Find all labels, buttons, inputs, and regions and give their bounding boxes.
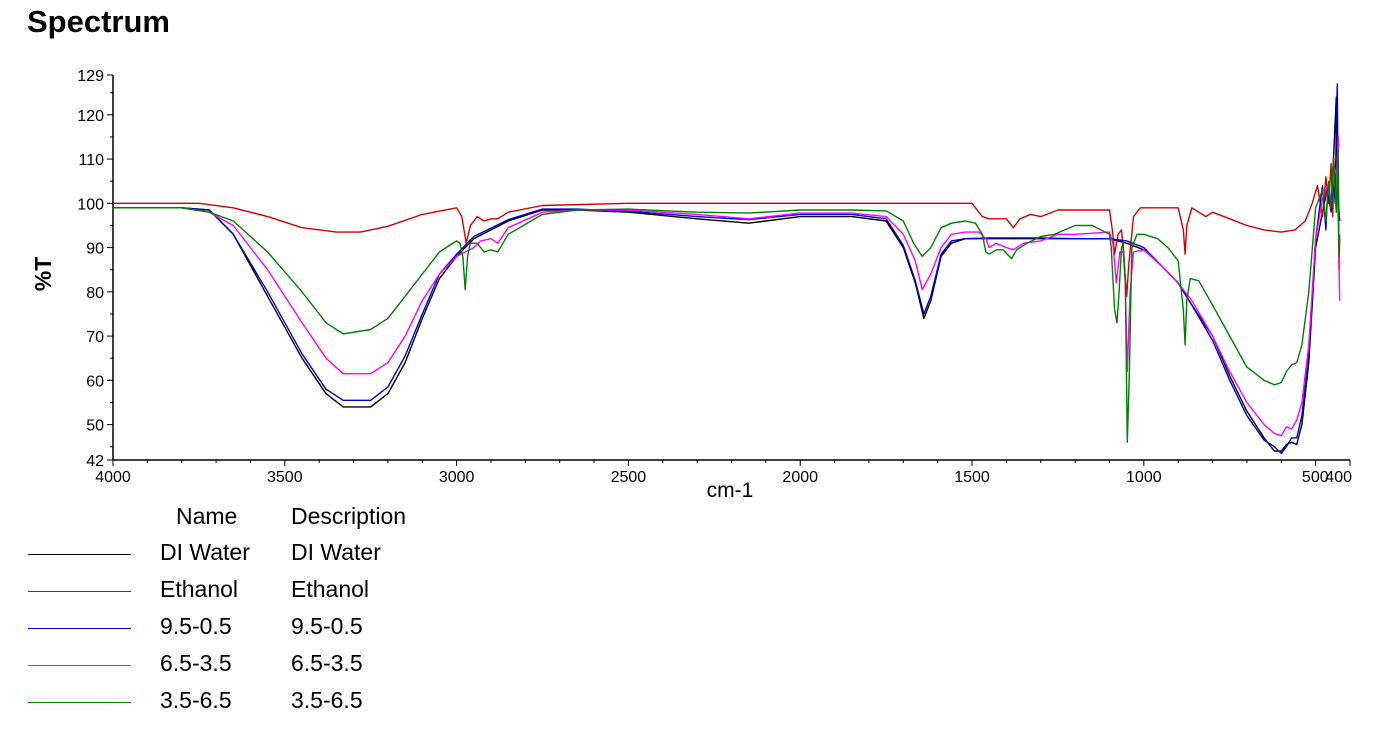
legend-item-description: 9.5-0.5 bbox=[291, 613, 363, 639]
legend-swatch bbox=[28, 628, 131, 629]
chart-axes: 42 50 60 70 80 90 100 110 120 129 4000 3500 3000 2500… bbox=[77, 68, 1352, 486]
legend-description-header: Description bbox=[291, 503, 407, 529]
y-tick-label: 90 bbox=[86, 241, 104, 258]
legend-item: Ethanol Ethanol bbox=[24, 573, 524, 609]
legend-item: 3.5-6.5 3.5-6.5 bbox=[24, 684, 524, 720]
legend-name-header: Name bbox=[176, 503, 238, 529]
x-tick-label: 2000 bbox=[782, 469, 818, 486]
series-line-ethanol bbox=[113, 158, 1341, 297]
x-tick-label: 1500 bbox=[954, 469, 990, 486]
series-line-9-5-0-5 bbox=[113, 83, 1341, 455]
legend-item: 6.5-3.5 6.5-3.5 bbox=[24, 647, 524, 683]
legend-item-name: 3.5-6.5 bbox=[160, 687, 232, 713]
y-tick-label: 50 bbox=[86, 418, 104, 435]
x-tick-label: 400 bbox=[1325, 469, 1352, 486]
y-tick-label: 42 bbox=[86, 453, 104, 470]
x-tick-label: 3000 bbox=[439, 469, 475, 486]
y-axis-label: %T bbox=[30, 257, 56, 292]
legend-swatch bbox=[28, 702, 131, 703]
legend-item-description: 3.5-6.5 bbox=[291, 687, 363, 713]
legend-item: 9.5-0.5 9.5-0.5 bbox=[24, 610, 524, 646]
y-tick-label: 80 bbox=[86, 285, 104, 302]
x-tick-label: 4000 bbox=[95, 469, 131, 486]
series-line-3-5-6-5 bbox=[113, 149, 1341, 443]
legend-item: DI Water DI Water bbox=[24, 536, 524, 572]
y-tick-label: 100 bbox=[77, 196, 104, 213]
x-tick-label: 1000 bbox=[1126, 469, 1162, 486]
legend-item-name: 6.5-3.5 bbox=[160, 650, 232, 676]
y-tick-label: 110 bbox=[78, 152, 104, 169]
x-axis-label: cm-1 bbox=[707, 479, 754, 500]
chart-legend: Name Description DI Water DI Water Ethan… bbox=[24, 500, 544, 725]
x-tick-label: 500 bbox=[1302, 469, 1329, 486]
legend-item-description: Ethanol bbox=[291, 576, 370, 602]
legend-swatch bbox=[28, 665, 131, 666]
legend-item-description: 6.5-3.5 bbox=[291, 650, 363, 676]
legend-item-name: DI Water bbox=[160, 539, 250, 565]
legend-item-name: 9.5-0.5 bbox=[160, 613, 232, 639]
chart-title: Spectrum bbox=[27, 4, 170, 39]
legend-item-description: DI Water bbox=[291, 539, 381, 565]
series-line-6-5-3-5 bbox=[113, 136, 1341, 437]
legend-swatch bbox=[28, 591, 131, 592]
y-tick-label: 60 bbox=[86, 373, 104, 390]
legend-swatch bbox=[28, 554, 131, 555]
x-tick-label: 2500 bbox=[611, 469, 647, 486]
chart-series bbox=[113, 83, 1341, 455]
series-line-di-water bbox=[113, 96, 1341, 452]
x-tick-label: 3500 bbox=[267, 469, 303, 486]
legend-item-name: Ethanol bbox=[160, 576, 239, 602]
spectrum-chart: 42 50 60 70 80 90 100 110 120 129 4000 3500 3000 2500… bbox=[30, 68, 1352, 500]
y-tick-label: 120 bbox=[77, 108, 104, 125]
y-tick-label: 70 bbox=[86, 329, 104, 346]
y-tick-label: 129 bbox=[77, 68, 104, 85]
